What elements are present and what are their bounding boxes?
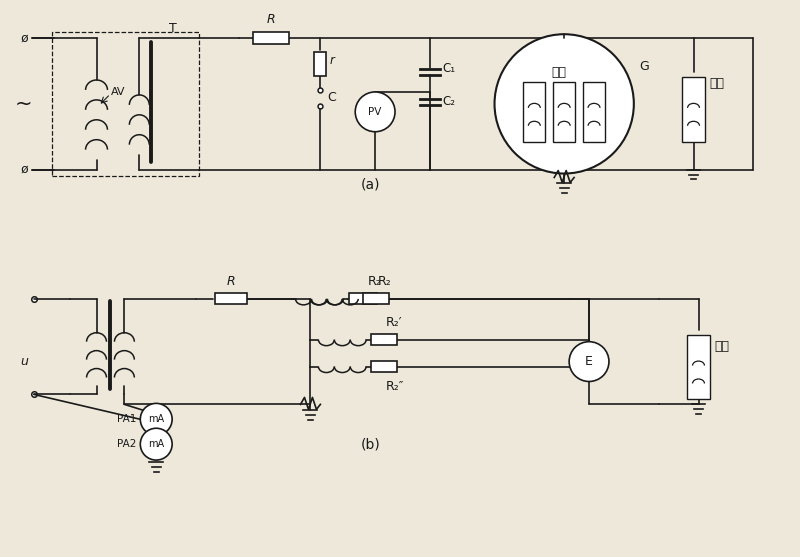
Bar	[363, 294, 389, 304]
Text: R: R	[266, 13, 275, 26]
Text: 转子: 转子	[714, 340, 730, 353]
Text: C₁: C₁	[442, 62, 456, 75]
Circle shape	[569, 341, 609, 382]
Text: R₂: R₂	[368, 275, 382, 288]
Bar	[314, 52, 326, 76]
Text: PV: PV	[369, 107, 382, 117]
Text: T: T	[170, 22, 177, 35]
Text: mA: mA	[148, 414, 164, 424]
Text: G: G	[639, 60, 649, 72]
Bar	[350, 294, 377, 304]
Bar	[371, 334, 397, 345]
Bar	[253, 32, 289, 44]
Text: R: R	[226, 275, 235, 288]
Bar	[371, 361, 397, 372]
Bar	[682, 77, 706, 141]
Circle shape	[494, 34, 634, 174]
Text: R₂″: R₂″	[386, 380, 405, 393]
Text: (b): (b)	[360, 437, 380, 451]
Text: R₂: R₂	[378, 275, 392, 288]
Text: R₂′: R₂′	[386, 316, 402, 329]
Text: C: C	[327, 91, 336, 104]
Bar	[686, 335, 710, 399]
Text: 定子: 定子	[552, 66, 566, 79]
Circle shape	[140, 403, 172, 435]
Bar	[583, 82, 605, 141]
Bar	[554, 82, 575, 141]
Text: (a): (a)	[360, 178, 380, 192]
Bar	[215, 294, 246, 304]
Text: ø: ø	[20, 32, 28, 45]
Circle shape	[140, 428, 172, 460]
Text: mA: mA	[148, 439, 164, 449]
Text: PA2: PA2	[117, 439, 136, 449]
Circle shape	[355, 92, 395, 132]
Bar	[52, 32, 199, 175]
Text: r: r	[330, 53, 334, 67]
Text: AV: AV	[110, 87, 125, 97]
Text: u: u	[20, 355, 28, 368]
Text: 转子: 转子	[710, 77, 725, 90]
Bar	[523, 82, 546, 141]
Text: E: E	[585, 355, 593, 368]
Text: ø: ø	[20, 163, 28, 176]
Text: PA1: PA1	[117, 414, 136, 424]
Text: C₂: C₂	[442, 95, 456, 109]
Text: ~: ~	[15, 94, 33, 114]
